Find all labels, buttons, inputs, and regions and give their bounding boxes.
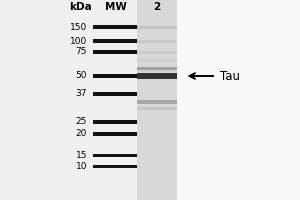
Bar (93, 154, 136, 156)
Text: 100: 100 (70, 36, 87, 46)
Bar (93, 165, 136, 168)
Text: 20: 20 (76, 130, 87, 138)
Bar (136, 69, 177, 72)
Bar (93, 50, 136, 54)
Text: kDa: kDa (70, 2, 92, 12)
Bar (136, 0, 177, 200)
Text: 150: 150 (70, 22, 87, 31)
Text: MW: MW (105, 2, 126, 12)
Bar (136, 51, 177, 54)
Bar (136, 67, 177, 70)
Bar (136, 107, 177, 110)
Bar (93, 25, 136, 29)
Text: 75: 75 (76, 47, 87, 56)
Text: 25: 25 (76, 117, 87, 127)
Bar (136, 59, 177, 62)
Text: 15: 15 (76, 150, 87, 160)
Text: Tau: Tau (220, 70, 241, 82)
Text: 37: 37 (76, 90, 87, 98)
Bar (136, 73, 177, 79)
Text: 10: 10 (76, 162, 87, 171)
Bar (136, 100, 177, 104)
Bar (136, 26, 177, 29)
Text: 2: 2 (153, 2, 160, 12)
Text: 50: 50 (76, 72, 87, 80)
Bar (93, 132, 136, 136)
Bar (93, 92, 136, 96)
Bar (93, 74, 136, 78)
Bar (93, 120, 136, 124)
Bar (136, 40, 177, 43)
Bar (93, 39, 136, 43)
Bar (136, 0, 300, 200)
